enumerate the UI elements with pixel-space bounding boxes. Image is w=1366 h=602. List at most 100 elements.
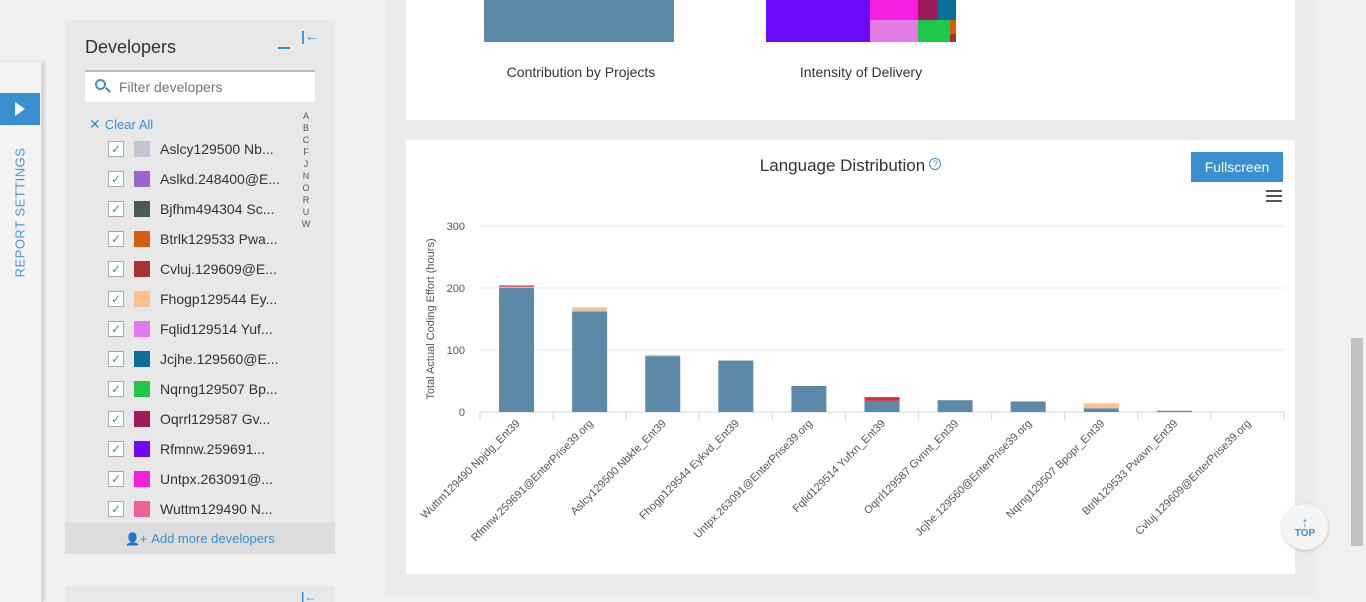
bar-segment[interactable] bbox=[572, 307, 608, 311]
developer-item[interactable]: ✓ Aslkd.248400@E... bbox=[65, 164, 335, 194]
developer-item[interactable]: ✓ Aslcy129500 Nb... bbox=[65, 134, 335, 164]
treemap-cell[interactable] bbox=[938, 0, 956, 20]
alphabet-letter[interactable]: A bbox=[302, 111, 309, 121]
bar-segment[interactable] bbox=[791, 385, 827, 412]
alphabet-letter[interactable]: O bbox=[302, 183, 310, 193]
developer-item[interactable]: ✓ Cvluj.129609@E... bbox=[65, 254, 335, 284]
developer-item[interactable]: ✓ Rfmnw.259691... bbox=[65, 434, 335, 464]
chart-title-text: Language Distribution bbox=[759, 156, 926, 175]
developer-checkbox[interactable]: ✓ bbox=[108, 411, 124, 427]
treemap-cell[interactable] bbox=[918, 0, 938, 20]
bar-segment[interactable] bbox=[937, 400, 973, 412]
bar-segment[interactable] bbox=[645, 356, 681, 412]
alphabet-letter[interactable]: R bbox=[302, 195, 310, 205]
bar-segment[interactable] bbox=[499, 288, 535, 412]
developer-name: Nqrng129507 Bp... bbox=[160, 381, 278, 397]
clear-all-button[interactable]: ✕ Clear All bbox=[89, 116, 153, 133]
developer-name: Untpx.263091@... bbox=[160, 471, 274, 487]
developer-color-swatch bbox=[134, 471, 150, 487]
developer-item[interactable]: ✓ Fhogp129544 Ey... bbox=[65, 284, 335, 314]
x-tick-label: Cvluj.129609@EnterPrise39.org bbox=[1133, 418, 1253, 538]
developer-checkbox[interactable]: ✓ bbox=[108, 351, 124, 367]
add-user-icon: 👤+ bbox=[125, 531, 148, 546]
developer-item[interactable]: ✓ Bjfhm494304 Sc... bbox=[65, 194, 335, 224]
developer-name: Rfmnw.259691... bbox=[160, 441, 266, 457]
developer-item[interactable]: ✓ Oqrrl129587 Gv... bbox=[65, 404, 335, 434]
developer-item[interactable]: ✓ Nqrng129507 Bp... bbox=[65, 374, 335, 404]
developer-item[interactable]: ✓ Fqlid129514 Yuf... bbox=[65, 314, 335, 344]
treemap-cell[interactable] bbox=[950, 20, 956, 34]
developers-search-input[interactable] bbox=[119, 79, 309, 95]
developer-item[interactable]: ✓ Btrlk129533 Pwa... bbox=[65, 224, 335, 254]
developer-item[interactable]: ✓ Wuttm129490 N... bbox=[65, 494, 335, 524]
back-to-top-button[interactable]: ↑ TOP bbox=[1282, 504, 1328, 550]
add-more-developers-button[interactable]: 👤+ Add more developers bbox=[65, 523, 335, 554]
bar-segment[interactable] bbox=[645, 354, 681, 357]
developer-checkbox[interactable]: ✓ bbox=[108, 381, 124, 397]
developer-checkbox[interactable]: ✓ bbox=[108, 141, 124, 157]
developer-color-swatch bbox=[134, 141, 150, 157]
developer-color-swatch bbox=[134, 171, 150, 187]
help-icon[interactable]: ? bbox=[929, 158, 942, 170]
developer-checkbox[interactable]: ✓ bbox=[108, 201, 124, 217]
developer-checkbox[interactable]: ✓ bbox=[108, 171, 124, 187]
y-tick-label: 100 bbox=[447, 345, 465, 357]
developer-color-swatch bbox=[134, 441, 150, 457]
language-distribution-card: 0 100 200 300 Total Actual Coding Effort (ho… bbox=[406, 140, 1295, 574]
bar-segment[interactable] bbox=[499, 285, 535, 287]
fullscreen-button[interactable]: Fullscreen bbox=[1191, 152, 1283, 182]
clear-all-label: Clear All bbox=[104, 117, 154, 132]
developer-checkbox[interactable]: ✓ bbox=[108, 501, 124, 517]
alphabet-letter[interactable]: W bbox=[301, 219, 311, 229]
developer-item[interactable]: ✓ Jcjhe.129560@E... bbox=[65, 344, 335, 374]
developer-name: Bjfhm494304 Sc... bbox=[160, 201, 275, 217]
summary-charts-card: Contribution by Projects Intensity of De… bbox=[406, 0, 1295, 120]
minimize-icon[interactable] bbox=[278, 47, 290, 49]
bar-segment[interactable] bbox=[718, 360, 754, 412]
treemap-cell[interactable] bbox=[766, 0, 870, 42]
bar-segment[interactable] bbox=[1156, 410, 1192, 412]
bar-segment[interactable] bbox=[1010, 401, 1046, 412]
projects-chart-bar[interactable] bbox=[484, 0, 674, 42]
bar-segment[interactable] bbox=[864, 397, 900, 401]
alphabet-letter[interactable]: C bbox=[302, 135, 310, 145]
developer-checkbox[interactable]: ✓ bbox=[108, 321, 124, 337]
treemap-cell[interactable] bbox=[870, 0, 918, 20]
report-settings-label[interactable]: REPORT SETTINGS bbox=[2, 142, 38, 282]
scrollbar[interactable] bbox=[1349, 0, 1366, 602]
alphabet-letter[interactable]: N bbox=[302, 171, 310, 181]
expand-report-settings-button[interactable] bbox=[0, 93, 40, 125]
developer-checkbox[interactable]: ✓ bbox=[108, 471, 124, 487]
x-tick-label: Untpx.263091@EnterPrise39.org bbox=[692, 418, 815, 541]
treemap-cell[interactable] bbox=[870, 20, 918, 42]
collapse-left-icon[interactable]: |← bbox=[301, 28, 319, 44]
alphabet-letter[interactable]: B bbox=[302, 123, 309, 133]
developer-checkbox[interactable]: ✓ bbox=[108, 231, 124, 247]
alphabet-letter[interactable]: U bbox=[302, 207, 310, 217]
bar-segment[interactable] bbox=[572, 311, 608, 412]
alphabet-letter[interactable]: F bbox=[303, 147, 309, 157]
bar-segment[interactable] bbox=[499, 286, 535, 288]
bar-segment[interactable] bbox=[1083, 403, 1119, 409]
secondary-panel: |← bbox=[65, 586, 335, 602]
bar-segment[interactable] bbox=[864, 400, 900, 412]
treemap-cell[interactable] bbox=[918, 20, 950, 42]
hamburger-menu-icon[interactable] bbox=[1266, 190, 1282, 202]
report-settings-tab[interactable]: REPORT SETTINGS bbox=[0, 62, 42, 602]
close-icon: ✕ bbox=[89, 116, 101, 132]
developer-item[interactable]: ✓ Untpx.263091@... bbox=[65, 464, 335, 494]
developer-checkbox[interactable]: ✓ bbox=[108, 261, 124, 277]
developer-color-swatch bbox=[134, 321, 150, 337]
developer-color-swatch bbox=[134, 411, 150, 427]
developers-search-box bbox=[85, 70, 315, 102]
intensity-treemap[interactable] bbox=[766, 0, 956, 42]
bar-segment[interactable] bbox=[572, 310, 608, 312]
treemap-cell[interactable] bbox=[950, 34, 956, 42]
developer-checkbox[interactable]: ✓ bbox=[108, 291, 124, 307]
scrollbar-thumb[interactable] bbox=[1351, 338, 1363, 546]
bar-segment[interactable] bbox=[1083, 408, 1119, 412]
developer-checkbox[interactable]: ✓ bbox=[108, 441, 124, 457]
alphabet-letter[interactable]: J bbox=[303, 159, 309, 169]
collapse-left-icon[interactable]: |← bbox=[301, 590, 317, 602]
